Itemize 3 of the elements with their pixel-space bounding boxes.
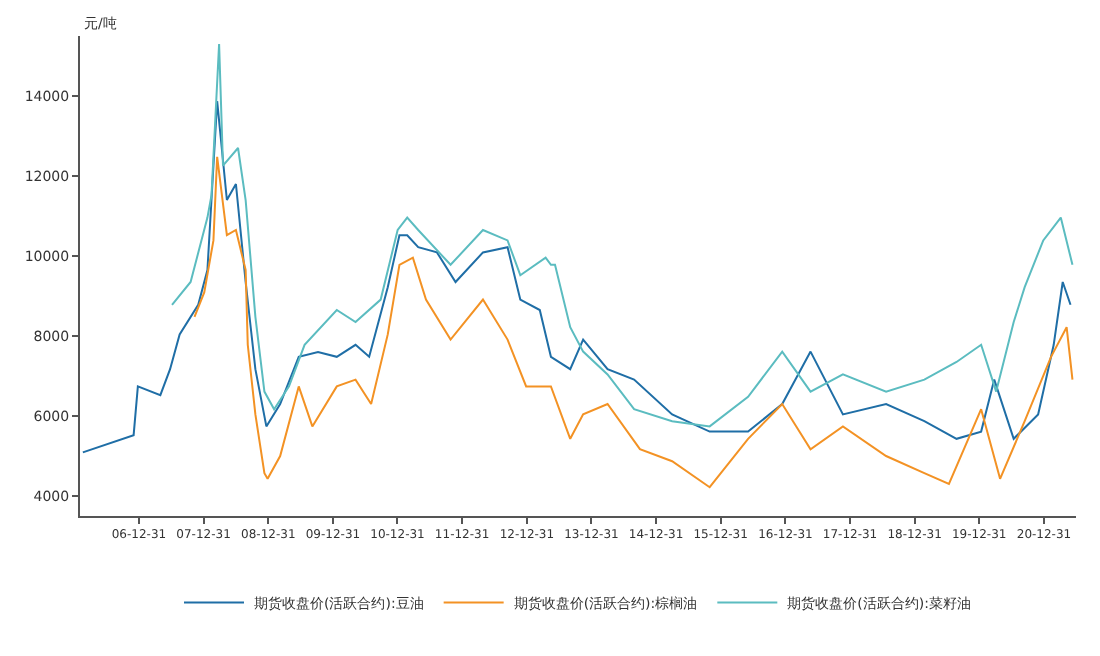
line-series [171,43,1074,428]
line-series [81,100,1072,454]
line-series [193,155,1074,489]
